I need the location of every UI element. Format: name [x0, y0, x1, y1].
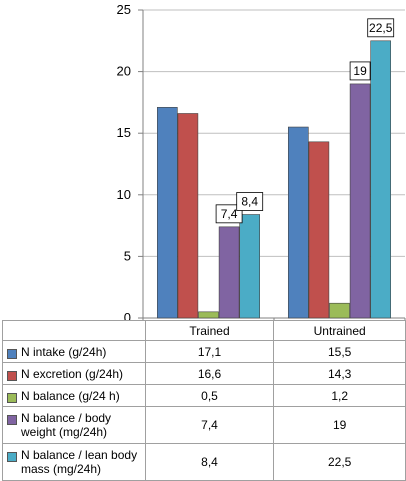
data-cell: 1,2: [273, 384, 406, 407]
data-table-row: N balance / body weight (mg/24h) 7,4 19: [2, 406, 406, 444]
data-cell: 19: [273, 406, 406, 444]
series-label: N excretion (g/24h): [21, 366, 124, 381]
legend-swatch: [7, 452, 17, 462]
bar: [218, 226, 240, 319]
bar: [287, 126, 309, 319]
bar-chart: 0 5 10 15 20 25 7,48,4 19 22,5: [117, 2, 406, 320]
data-cell: 15,5: [273, 340, 406, 363]
legend-swatch: [7, 415, 17, 425]
data-label-box: [367, 18, 395, 38]
data-label-box: [349, 61, 371, 81]
bar: [177, 113, 199, 319]
y-tick-label: 0: [124, 310, 131, 320]
data-cell: 0,5: [144, 384, 275, 407]
series-label-cell: N excretion (g/24h): [2, 362, 146, 385]
y-tick-label: 15: [117, 125, 131, 140]
data-cell: 7,4: [144, 406, 275, 444]
data-table: Trained Untrained N intake (g/24h) 17,1 …: [2, 320, 406, 481]
series-label-cell: N balance (g/24 h): [2, 384, 146, 407]
data-cell: 16,6: [144, 362, 275, 385]
series-label: N intake (g/24h): [21, 344, 107, 359]
series-label: N balance (g/24 h): [21, 388, 120, 403]
y-tick-label: 5: [124, 248, 131, 263]
data-cell: 22,5: [273, 443, 406, 481]
category-header-untrained: Untrained: [273, 320, 406, 341]
y-tick-label: 25: [117, 2, 131, 17]
data-table-header: Trained Untrained: [2, 320, 406, 341]
series-label-cell: N balance / body weight (mg/24h): [2, 406, 146, 444]
series-label-cell: N intake (g/24h): [2, 340, 146, 363]
data-label: 8,4: [241, 195, 258, 209]
bar: [239, 214, 260, 319]
data-table-row: N balance / lean body mass (mg/24h) 8,4 …: [2, 443, 406, 481]
data-label-box: [236, 192, 264, 211]
bar: [308, 141, 330, 319]
legend-swatch: [7, 348, 17, 359]
data-label: 22,5: [369, 21, 393, 35]
data-table-row: N excretion (g/24h) 16,6 14,3: [2, 362, 406, 385]
data-cell: 8,4: [144, 443, 275, 481]
category-header-trained: Trained: [144, 320, 275, 341]
series-label: N balance / body weight (mg/24h): [21, 411, 112, 439]
data-table-corner: [2, 320, 146, 341]
data-label-box: [215, 204, 243, 224]
bar: [329, 302, 350, 319]
legend-swatch: [7, 370, 17, 381]
series-label: N balance / lean body mass (mg/24h): [21, 448, 138, 476]
bar: [198, 311, 219, 319]
data-cell: 17,1: [144, 340, 275, 363]
bar: [157, 107, 178, 319]
data-cell: 14,3: [273, 362, 406, 385]
legend-swatch: [7, 392, 17, 403]
y-tick-label: 20: [117, 64, 131, 79]
data-table-row: N balance (g/24 h) 0,5 1,2: [2, 384, 406, 407]
series-label-cell: N balance / lean body mass (mg/24h): [2, 443, 146, 481]
bar: [370, 40, 392, 319]
bar: [349, 83, 371, 319]
y-tick-label: 10: [117, 187, 131, 202]
data-label: 7,4: [221, 207, 238, 221]
data-table-row: N intake (g/24h) 17,1 15,5: [2, 340, 406, 363]
data-label: 19: [353, 64, 367, 78]
